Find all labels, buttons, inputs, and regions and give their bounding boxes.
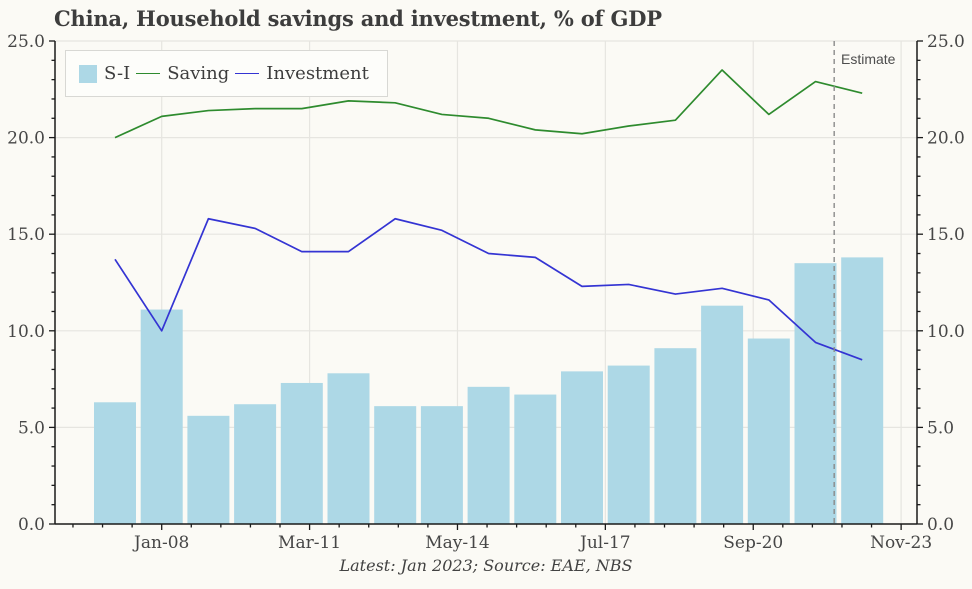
y-axis-label-right: 10.0 <box>927 322 965 342</box>
saving-line <box>114 69 863 139</box>
si-bar <box>374 406 417 524</box>
x-axis-label: Nov-23 <box>870 533 932 553</box>
si-bar <box>654 348 697 524</box>
legend-saving-line <box>136 73 161 74</box>
si-bar <box>747 338 790 524</box>
y-axis-label-left: 0.0 <box>18 515 45 535</box>
si-bar <box>514 394 557 524</box>
legend-investment-label: Investment <box>266 63 369 84</box>
estimate-annotation: Estimate <box>841 51 896 67</box>
si-bar <box>607 365 650 524</box>
si-bar <box>327 373 370 524</box>
si-bar <box>467 386 510 524</box>
y-axis-label-left: 5.0 <box>18 418 45 438</box>
si-bar <box>420 406 463 524</box>
x-axis-label: May-14 <box>425 533 490 553</box>
y-axis-label-right: 5.0 <box>927 418 954 438</box>
y-axis-label-right: 20.0 <box>927 129 965 149</box>
si-bar <box>187 415 230 524</box>
si-bar <box>841 257 884 524</box>
legend: S-I Saving Investment <box>65 50 388 97</box>
si-bar <box>234 404 277 524</box>
y-axis-label-right: 25.0 <box>927 32 965 52</box>
y-axis-label-left: 10.0 <box>7 322 45 342</box>
legend-si-swatch <box>79 64 97 83</box>
legend-investment-line <box>235 73 260 74</box>
si-bar <box>561 371 603 524</box>
si-bar <box>280 382 323 524</box>
x-axis-label: Jul-17 <box>578 533 631 553</box>
investment-line <box>114 217 863 361</box>
source-note: Latest: Jan 2023; Source: EAE, NBS <box>339 556 633 575</box>
legend-saving-label: Saving <box>167 63 230 84</box>
x-axis-label: Jan-08 <box>132 533 189 553</box>
chart-title: China, Household savings and investment,… <box>54 6 662 31</box>
y-axis-label-left: 20.0 <box>7 129 45 149</box>
legend-si-label: S-I <box>104 63 131 84</box>
si-bar <box>701 305 744 524</box>
y-axis-label-right: 15.0 <box>927 225 965 245</box>
x-axis-label: Mar-11 <box>278 533 341 553</box>
si-bar <box>794 263 837 524</box>
x-axis-label: Sep-20 <box>723 533 783 553</box>
y-axis-label-right: 0.0 <box>927 515 954 535</box>
y-axis-label-left: 25.0 <box>7 32 45 52</box>
y-axis-label-left: 15.0 <box>7 225 45 245</box>
si-bar <box>94 402 136 524</box>
si-bar <box>140 309 183 524</box>
